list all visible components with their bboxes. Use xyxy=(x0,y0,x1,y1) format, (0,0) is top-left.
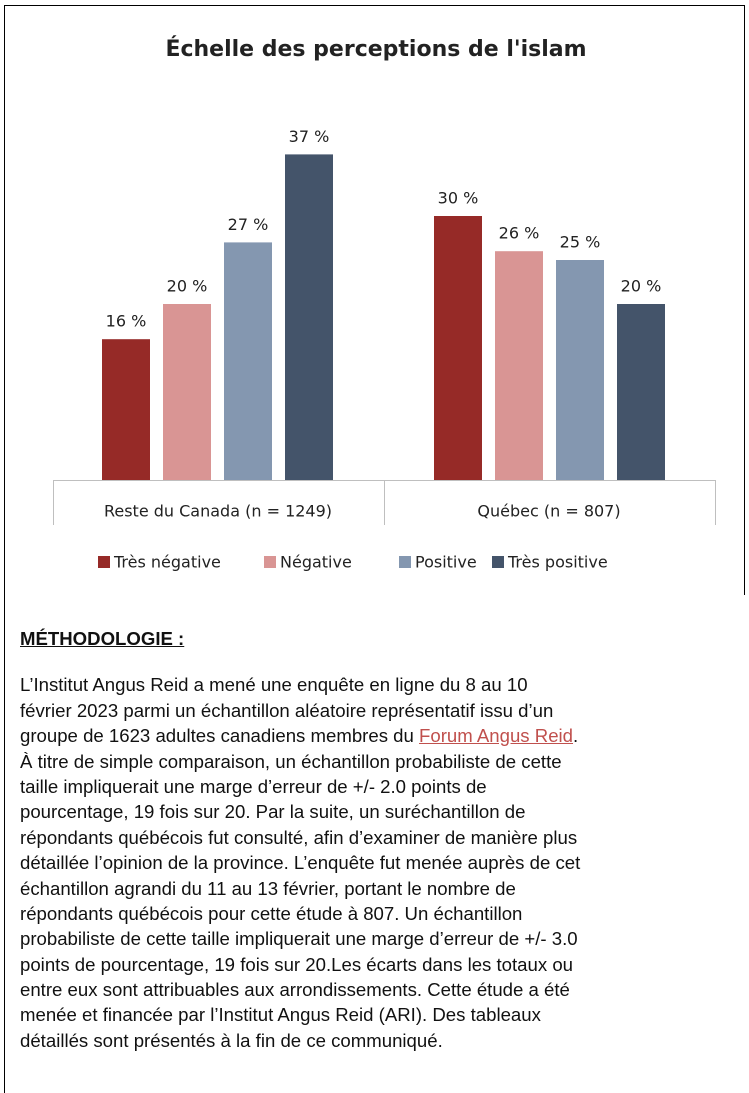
legend-swatch xyxy=(98,556,110,568)
data-label: 30 % xyxy=(438,189,479,208)
bar xyxy=(495,251,543,480)
data-label: 26 % xyxy=(499,224,540,243)
heading: MÉTHODOLOGIE : xyxy=(20,628,185,649)
data-label: 20 % xyxy=(167,277,208,296)
legend-swatch xyxy=(264,556,276,568)
text: groupe de 1623 adultes canadiens membres… xyxy=(20,725,420,747)
x-tick-label: Québec (n = 807) xyxy=(477,502,620,521)
bar xyxy=(617,304,665,480)
bar xyxy=(285,154,333,480)
legend-label: Très négative xyxy=(113,553,221,572)
text-line: À titre de simple comparaison, un échant… xyxy=(20,750,562,772)
legend-label: Très positive xyxy=(507,553,608,572)
text: . xyxy=(573,725,579,747)
data-label: 25 % xyxy=(560,233,601,252)
legend-label: Positive xyxy=(415,553,477,572)
bar xyxy=(434,216,482,480)
data-label: 27 % xyxy=(228,215,269,234)
link[interactable]: Forum Angus Reid xyxy=(419,725,574,747)
legend-label: Négative xyxy=(280,553,352,572)
text-line: entre eux sont attribuables aux arrondis… xyxy=(20,979,570,1001)
text-line: février 2023 parmi un échantillon aléato… xyxy=(20,699,554,721)
text-line: échantillon agrandi du 11 au 13 février,… xyxy=(20,877,516,899)
chart-title: Échelle des perceptions de l'islam xyxy=(165,36,586,62)
legend-swatch xyxy=(399,556,411,568)
bar xyxy=(556,260,604,480)
bar xyxy=(163,304,211,480)
bar xyxy=(224,242,272,480)
text-line: répondants québécois pour cette étude à … xyxy=(20,902,523,924)
text-line: menée et financée par l’Institut Angus R… xyxy=(20,1004,541,1026)
text-line: détaillée l’opinion de la province. L’en… xyxy=(20,852,581,874)
data-label: 16 % xyxy=(106,312,147,331)
text-line: points de pourcentage, 19 fois sur 20.Le… xyxy=(20,953,574,975)
text-line: groupe de 1623 adultes canadiens membres… xyxy=(20,723,580,748)
data-label: 37 % xyxy=(289,127,330,146)
x-tick-label: Reste du Canada (n = 1249) xyxy=(104,502,332,521)
text-line: taille impliquerait une marge d’erreur d… xyxy=(20,775,487,797)
data-label: 20 % xyxy=(621,277,662,296)
text-line: probabiliste de cette taille impliquerai… xyxy=(20,928,578,950)
text-line: répondants québécois fut consulté, afin … xyxy=(20,826,578,848)
text-line: pourcentage, 19 fois sur 20. Par la suit… xyxy=(20,801,526,823)
legend-swatch xyxy=(492,556,504,568)
bar xyxy=(102,339,150,480)
methodology: MÉTHODOLOGIE : L’Institut Angus Reid a me… xyxy=(20,626,580,1053)
text-line: détaillés sont présentés à la fin de ce … xyxy=(20,1029,443,1051)
text-line: L’Institut Angus Reid a mené une enquête… xyxy=(20,674,528,696)
